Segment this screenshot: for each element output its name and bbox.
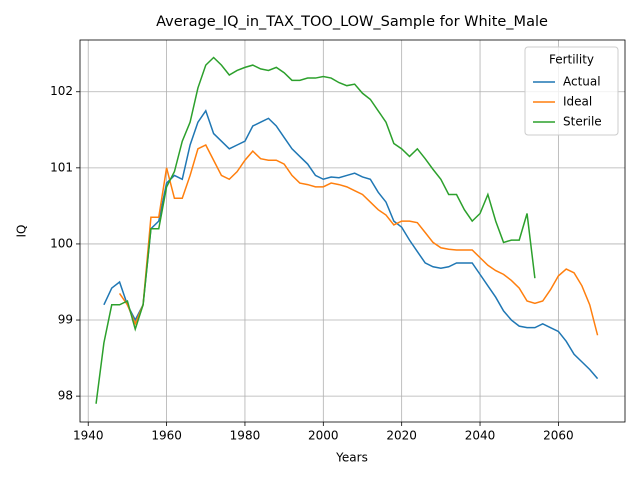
x-tick-label: 1960 bbox=[151, 429, 182, 443]
x-tick-label: 1980 bbox=[230, 429, 261, 443]
y-tick-label: 102 bbox=[50, 84, 73, 98]
legend-label: Sterile bbox=[563, 115, 602, 129]
data-line bbox=[103, 109, 599, 380]
legend-label: Actual bbox=[563, 75, 601, 89]
y-tick-label: 101 bbox=[50, 160, 73, 174]
data-line bbox=[95, 56, 536, 404]
legend: Fertility Actual Ideal Sterile bbox=[524, 46, 619, 136]
y-tick-label: 100 bbox=[50, 236, 73, 250]
data-line bbox=[118, 144, 599, 336]
y-tick-label: 99 bbox=[58, 313, 73, 327]
x-tick-label: 1940 bbox=[73, 429, 104, 443]
legend-label: Ideal bbox=[563, 95, 592, 109]
x-tick-label: 2060 bbox=[543, 429, 574, 443]
x-tick-label: 2020 bbox=[386, 429, 417, 443]
legend-box bbox=[524, 46, 619, 136]
x-axis-label: Years bbox=[335, 451, 368, 465]
x-tick-label: 2000 bbox=[308, 429, 339, 443]
chart-title: Average_IQ_in_TAX_TOO_LOW_Sample for Whi… bbox=[156, 14, 548, 30]
legend-title: Fertility bbox=[549, 53, 594, 67]
y-tick-label: 98 bbox=[58, 389, 73, 403]
y-axis-label: IQ bbox=[15, 225, 29, 238]
x-tick-label: 2040 bbox=[465, 429, 496, 443]
plot-frame bbox=[79, 39, 626, 423]
